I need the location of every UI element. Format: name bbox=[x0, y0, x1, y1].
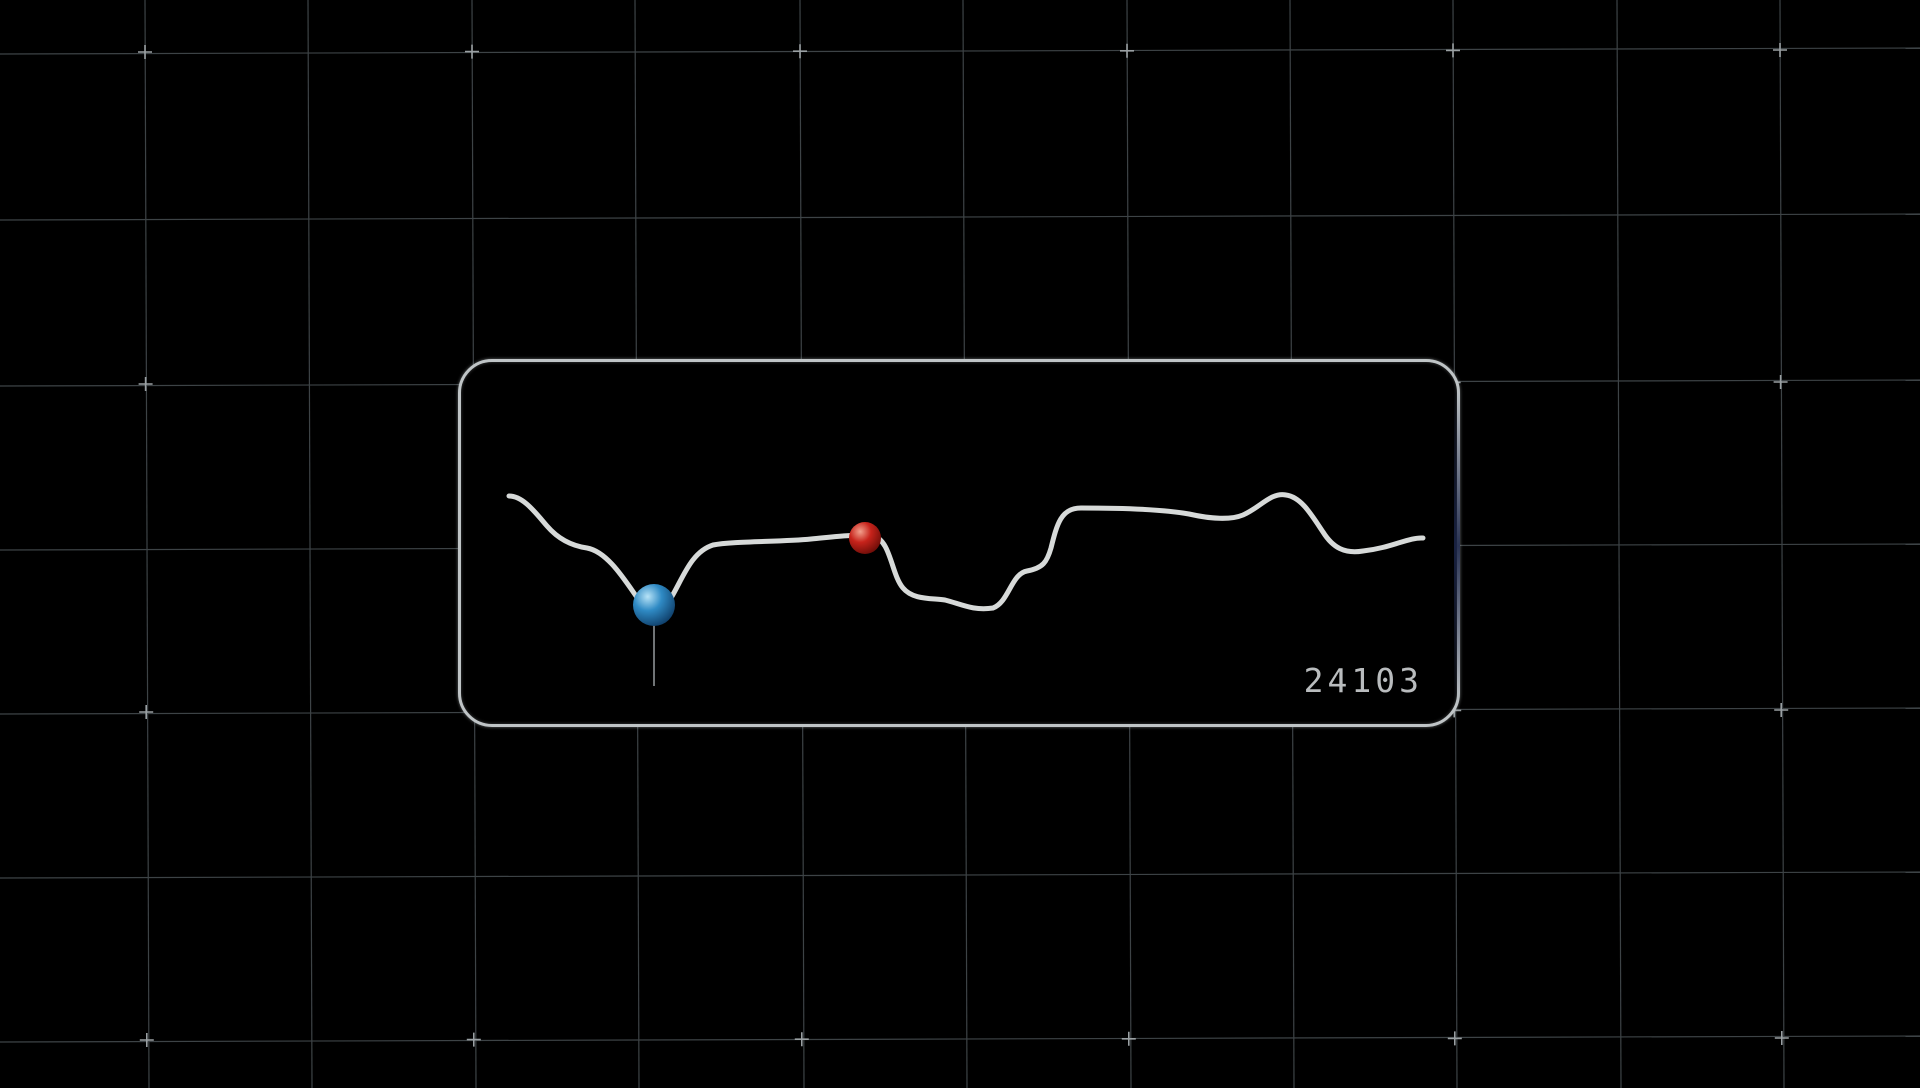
waveform-panel: 24103 bbox=[458, 359, 1460, 727]
waveform-graphic bbox=[506, 492, 1426, 686]
blue-marker[interactable] bbox=[633, 584, 675, 626]
grid-cross-marker bbox=[138, 45, 152, 59]
grid-cross-marker bbox=[138, 377, 153, 391]
grid-cross-marker bbox=[1120, 43, 1134, 58]
grid-cross-marker bbox=[1446, 43, 1460, 58]
frame-counter: 24103 bbox=[1303, 661, 1423, 700]
grid-cross-marker bbox=[1447, 1031, 1462, 1046]
grid-cross-marker bbox=[794, 1032, 809, 1047]
grid-cross-marker bbox=[1774, 703, 1789, 717]
red-marker[interactable] bbox=[849, 522, 881, 554]
grid-line-horizontal bbox=[0, 47, 1920, 55]
grid-cross-marker bbox=[1774, 1031, 1789, 1045]
grid-line-vertical bbox=[307, 0, 313, 1088]
grid-line-horizontal bbox=[0, 1035, 1920, 1043]
panel-edge-glow bbox=[1454, 386, 1460, 706]
grid-cross-marker bbox=[1773, 375, 1788, 389]
grid-cross-marker bbox=[1773, 43, 1787, 57]
grid-line-vertical bbox=[1616, 0, 1622, 1088]
grid-line-horizontal bbox=[0, 213, 1920, 221]
grid-cross-marker bbox=[466, 1032, 481, 1047]
grid-line-horizontal bbox=[0, 871, 1920, 879]
grid-line-vertical bbox=[144, 0, 150, 1088]
grid-cross-marker bbox=[793, 44, 807, 59]
grid-cross-marker bbox=[1121, 1031, 1136, 1046]
grid-cross-marker bbox=[139, 1033, 154, 1047]
grid-cross-marker bbox=[139, 705, 154, 719]
grid-cross-marker bbox=[465, 44, 479, 59]
